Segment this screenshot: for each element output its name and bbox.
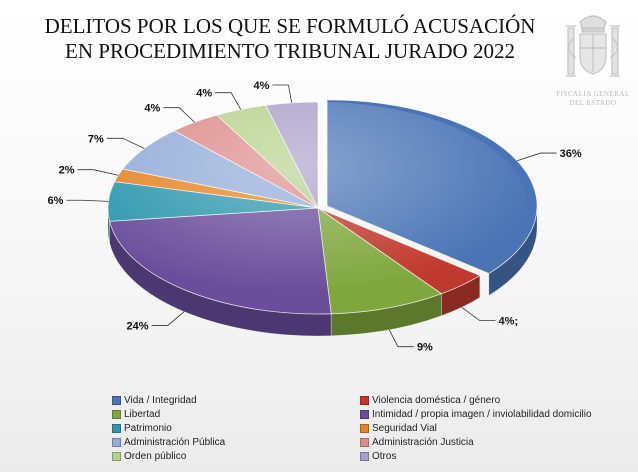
legend-item-administracion-justicia: Administración Justicia (360, 436, 630, 449)
legend-swatch (360, 424, 369, 433)
legend-swatch (112, 410, 121, 419)
seal-caption-line-2: DEL ESTADO (569, 99, 617, 107)
legend-swatch (112, 396, 121, 405)
legend-swatch (360, 410, 369, 419)
data-label-violencia-domestica-genero: 4%; (499, 315, 519, 327)
legend-swatch (360, 396, 369, 405)
data-label-intimidad-propia-imagen-inviolabilidad-domicilio: 24% (127, 321, 149, 333)
pie-slices (107, 99, 538, 337)
leader-line-patrimonio (66, 199, 109, 202)
pie-slice-intimidad-propia-imagen-inviolabilidad-domicilio (109, 207, 332, 315)
legend-item-administracion-publica: Administración Pública (112, 436, 360, 449)
legend-item-seguridad-vial: Seguridad Vial (360, 422, 630, 435)
legend-item-vida-integridad: Vida / Integridad (112, 394, 360, 407)
legend-item-violencia-domestica-genero: Violencia doméstica / género (360, 394, 630, 407)
legend-item-otros: Otros (360, 450, 630, 463)
chart-title: DELITOS POR LOS QUE SE FORMULÓ ACUSACIÓN… (40, 14, 540, 64)
legend-label: Otros (372, 451, 397, 462)
data-label-seguridad-vial: 2% (59, 165, 75, 177)
data-label-administracion-justicia: 4% (144, 103, 160, 115)
chart-title-line-1: DELITOS POR LOS QUE SE FORMULÓ ACUSACIÓN (44, 14, 536, 38)
fiscalia-seal-logo: FISCALÍA GENERAL DEL ESTADO (552, 8, 634, 108)
legend-label: Administración Justicia (372, 437, 474, 448)
legend-item-libertad: Libertad (112, 408, 360, 421)
leader-line-administracion-publica (106, 137, 145, 149)
legend-swatch (112, 452, 121, 461)
coat-of-arms-icon (566, 15, 620, 77)
data-label-patrimonio: 6% (48, 195, 64, 207)
leader-line-intimidad-propia-imagen-inviolabilidad-domicilio (151, 311, 185, 326)
leader-line-violencia-domestica-genero (461, 306, 496, 321)
legend-label: Patrimonio (124, 423, 172, 434)
legend-label: Libertad (124, 409, 161, 420)
legend-item-orden-publico: Orden público (112, 450, 360, 463)
leader-line-otros (272, 84, 293, 103)
legend-swatch (112, 438, 121, 447)
legend-swatch (360, 452, 369, 461)
legend-item-intimidad-propia-imagen-inviolabilidad-domicilio: Intimidad / propia imagen / inviolabilid… (360, 408, 630, 421)
legend-swatch (360, 438, 369, 447)
legend-label: Vida / Integridad (124, 395, 197, 406)
data-label-administracion-publica: 7% (88, 133, 104, 145)
leader-line-administracion-justicia (163, 107, 195, 123)
chart-legend: Vida / Integridad Violencia doméstica / g… (112, 394, 632, 463)
legend-label: Orden público (124, 451, 187, 462)
data-label-otros: 4% (254, 80, 270, 92)
legend-item-patrimonio: Patrimonio (112, 422, 360, 435)
chart-title-line-2: EN PROCEDIMIENTO TRIBUNAL JURADO 2022 (65, 39, 515, 63)
leader-line-libertad (388, 329, 414, 348)
data-labels: 36% 4%; 9% 24% 6% 2% 7% 4% 4% 4% (48, 80, 582, 354)
leader-line-vida-integridad (516, 152, 557, 162)
legend-label: Seguridad Vial (372, 423, 437, 434)
leader-line-orden-publico (215, 92, 242, 110)
legend-label: Administración Pública (124, 437, 226, 448)
legend-label: Intimidad / propia imagen / inviolabilid… (372, 409, 592, 420)
leader-line-seguridad-vial (77, 169, 119, 176)
data-label-libertad: 9% (417, 342, 433, 354)
data-label-orden-publico: 4% (196, 88, 212, 100)
data-label-vida-integridad: 36% (560, 148, 582, 160)
legend-label: Violencia doméstica / género (372, 395, 501, 406)
legend-swatch (112, 424, 121, 433)
seal-caption-line-1: FISCALÍA GENERAL (556, 90, 630, 98)
